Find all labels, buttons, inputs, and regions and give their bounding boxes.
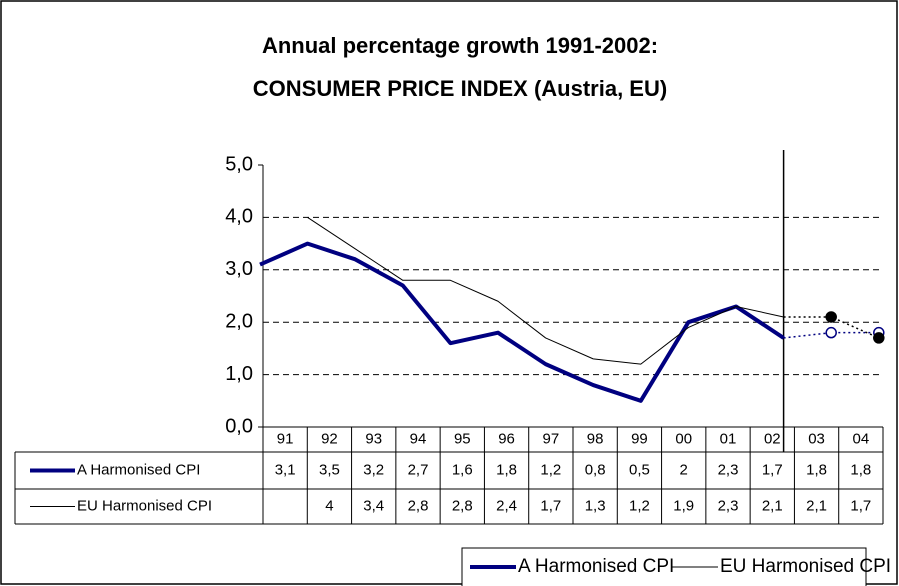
y-tick-label: 0,0 [225,415,253,437]
legend-box [461,547,867,586]
row-label: A Harmonised CPI [77,461,200,478]
data-label: 2 [680,461,688,478]
x-tick-label: 98 [587,430,604,447]
data-label: 1,8 [806,461,827,478]
data-label: 2,4 [496,497,517,514]
data-label: 1,2 [629,497,650,514]
data-label: 2,3 [718,461,739,478]
x-tick-label: 04 [853,430,870,447]
data-label: 1,7 [540,497,561,514]
projection-line-series [783,331,879,339]
data-label: 0,8 [585,461,606,478]
data-label: 2,1 [762,497,783,514]
x-tick-label: 93 [365,430,382,447]
data-label: 1,6 [452,461,473,478]
y-tick-label: 1,0 [225,363,253,385]
x-tick-label: 02 [764,430,781,447]
y-tick-label: 4,0 [225,206,253,228]
data-label: 2,8 [408,497,429,514]
data-label: 2,7 [408,461,429,478]
x-tick-label: 94 [410,430,427,447]
projection-line-series [783,316,880,339]
data-label: 1,2 [540,461,561,478]
series-line [307,216,784,365]
data-label: 1,7 [762,461,783,478]
projection-point [825,326,837,339]
y-tick-label: 5,0 [225,153,253,175]
x-tick-label: 96 [498,430,515,447]
x-tick-label: 92 [321,430,338,447]
series-line [259,241,785,403]
chart-title: CONSUMER PRICE INDEX (Austria, EU) [253,76,667,101]
projection-point [873,332,885,344]
data-label: 0,5 [629,461,650,478]
legend-label: A Harmonised CPI [518,556,674,577]
x-tick-label: 00 [675,430,692,447]
data-label: 2,1 [806,497,827,514]
data-label: 2,8 [452,497,473,514]
legend-label: EU Harmonised CPI [720,556,891,577]
x-tick-label: 97 [543,430,560,447]
data-label: 1,8 [496,461,517,478]
data-label: 3,2 [363,461,384,478]
data-label: 1,9 [673,497,694,514]
x-tick-label: 01 [720,430,737,447]
y-tick-label: 2,0 [225,310,253,332]
chart-title: Annual percentage growth 1991-2002: [262,33,658,58]
x-tick-label: 99 [631,430,648,447]
data-label: 3,5 [319,461,340,478]
data-label: 1,7 [850,497,871,514]
data-label: 1,3 [585,497,606,514]
x-tick-label: 03 [808,430,825,447]
projection-point [825,311,837,323]
data-label: 3,4 [363,497,384,514]
data-label: 4 [325,497,333,514]
data-label: 3,1 [275,461,296,478]
x-tick-label: 91 [277,430,294,447]
data-label: 2,3 [718,497,739,514]
x-tick-label: 95 [454,430,471,447]
row-label: EU Harmonised CPI [77,497,212,514]
data-label: 1,8 [850,461,871,478]
y-tick-label: 3,0 [225,258,253,280]
